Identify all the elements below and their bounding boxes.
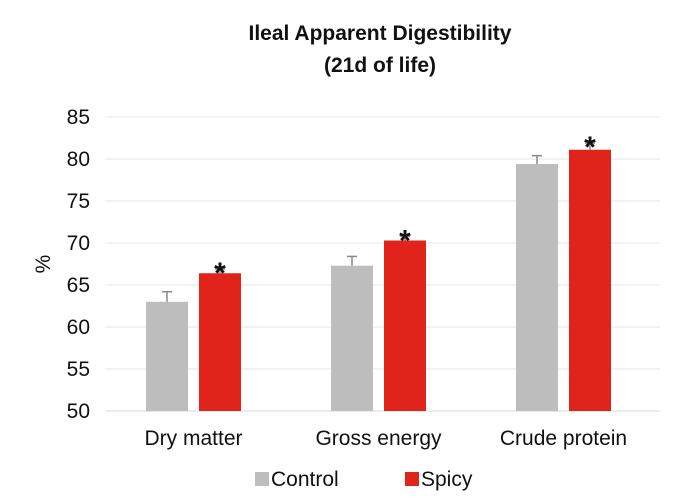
- significance-marker: *: [584, 131, 596, 164]
- legend-swatch-control: [255, 472, 269, 486]
- chart-subtitle: (21d of life): [324, 54, 436, 77]
- bars: * * *: [146, 131, 611, 411]
- bar-spicy: [384, 240, 426, 411]
- legend-label-spicy: Spicy: [421, 468, 473, 491]
- gridlines: [105, 116, 660, 412]
- y-tick-label: 50: [67, 400, 90, 423]
- significance-marker: *: [214, 257, 226, 290]
- category-label: Dry matter: [144, 427, 242, 450]
- category-label: Crude protein: [500, 427, 627, 450]
- y-tick-label: 75: [67, 190, 90, 213]
- y-tick-label: 85: [67, 106, 90, 129]
- y-tick-label: 60: [67, 316, 90, 339]
- y-axis-label: %: [32, 255, 55, 274]
- bar-control: [516, 164, 558, 411]
- y-tick-label: 70: [67, 232, 90, 255]
- y-tick-label: 80: [67, 148, 90, 171]
- y-tick-label: 55: [67, 358, 90, 381]
- bar-spicy: [569, 149, 611, 411]
- category-labels: Dry matter Gross energy Crude protein: [144, 427, 627, 450]
- y-tick-labels: 50 55 60 65 70 75 80 85: [67, 106, 90, 423]
- y-tick-label: 65: [67, 274, 90, 297]
- category-label: Gross energy: [315, 427, 442, 450]
- bar-control: [146, 301, 188, 411]
- legend: Control Spicy: [255, 468, 473, 491]
- legend-swatch-spicy: [405, 472, 419, 486]
- chart-title: Ileal Apparent Digestibility: [249, 22, 512, 45]
- significance-marker: *: [399, 224, 411, 257]
- bar-spicy: [199, 273, 241, 411]
- bar-control: [331, 265, 373, 411]
- legend-label-control: Control: [271, 468, 339, 491]
